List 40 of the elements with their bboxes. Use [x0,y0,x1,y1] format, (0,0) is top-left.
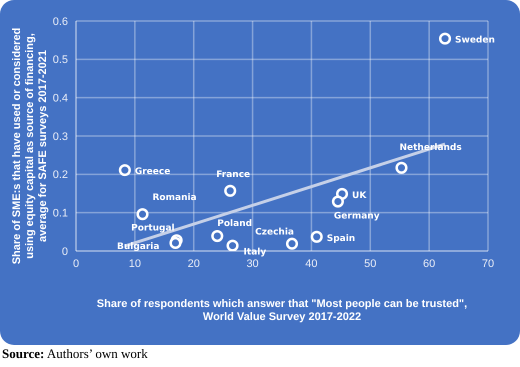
annotation: Greece [134,167,170,178]
point [226,240,239,251]
y-tick-label: 0.1 [52,208,68,220]
point [169,236,182,249]
y-tick-label: 0.3 [52,130,68,143]
point [211,230,224,242]
point [286,238,298,250]
x-tick-label: 70 [482,258,494,270]
x-tick-label: 40 [305,258,318,270]
annotation: Portugal [131,223,175,234]
annotation: Czechia [255,228,294,238]
x-tick-label: 30 [246,258,259,270]
point [395,162,408,174]
annotation: Bulgaria [117,242,160,252]
annotation: Germany [334,212,380,222]
x-tick-label: 10 [128,258,141,270]
y-tick-label: 0 [62,246,68,258]
point [224,184,236,197]
y-axis-title: Share of SME:s that have used or considered using equity capital as source of financing, average for SAFE surveys 2017-2021 [11,28,49,264]
point [332,196,344,208]
annotation: Sweden [455,36,495,46]
annotation: France [216,170,250,180]
x-tick-label: 50 [364,258,376,270]
point [118,164,131,176]
y-tick-label: 0.2 [52,169,68,182]
annotation: Romania [152,193,197,204]
point [438,32,452,45]
point [310,230,323,243]
annotation: Spain [326,234,356,244]
y-tick-label: 0.6 [52,16,68,28]
x-axis-title: Share of respondents which answer that "Most people can be trusted", World Value Survey 2017-2022 [96,298,468,323]
point [136,208,149,220]
source-note: Source: Authors’ own work [2,346,148,362]
x-tick-label: 20 [188,258,200,270]
annotation: Poland [217,219,252,230]
y-tick-label: 0.4 [52,92,68,105]
y-tick-label: 0.5 [52,54,68,66]
x-tick-label: 0 [72,258,80,270]
x-tick-label: 60 [423,258,436,270]
annotation: UK [352,190,368,201]
